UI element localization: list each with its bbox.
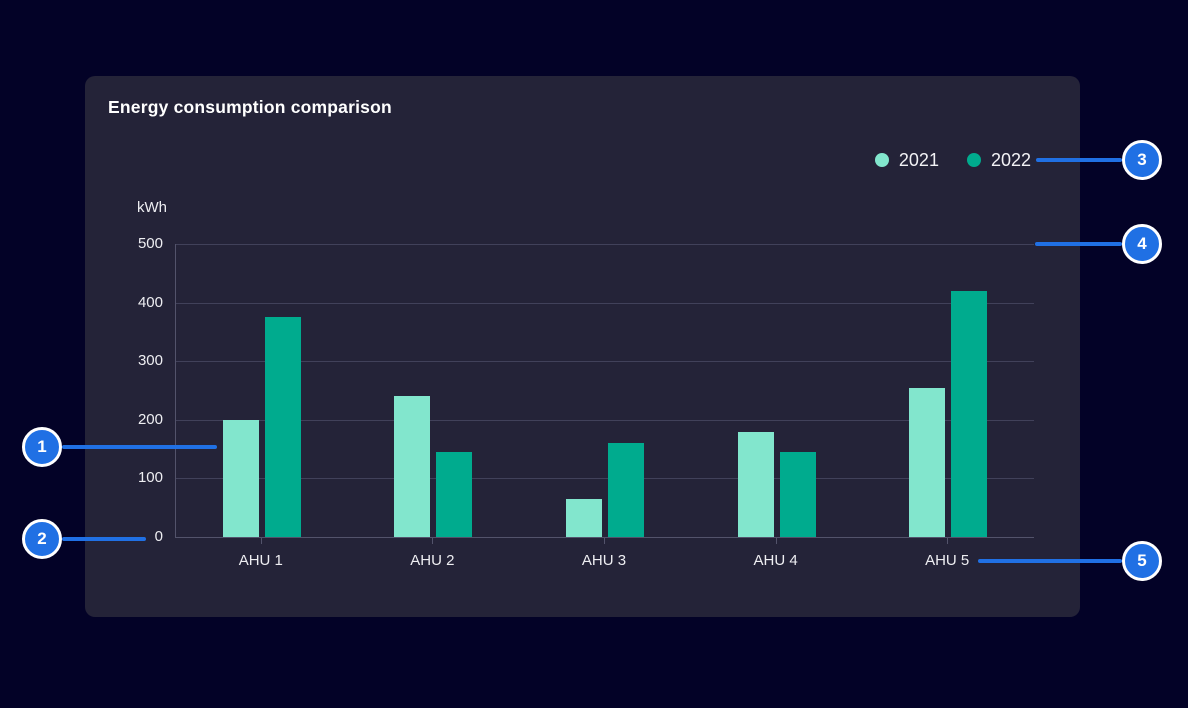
bar-2021-ahu-2[interactable] <box>394 396 431 537</box>
y-axis-tick-label: 200 <box>137 410 163 428</box>
x-axis-label-ahu-3: AHU 3 <box>581 552 627 569</box>
gridline-300 <box>176 361 1034 363</box>
bar-2022-ahu-2[interactable] <box>436 452 473 537</box>
y-axis-unit-label: kWh <box>137 199 167 216</box>
callout-badge-2: 2 <box>22 519 62 559</box>
gridline-100 <box>176 478 1034 480</box>
y-axis-tick-label: 0 <box>154 528 163 545</box>
y-axis-tick-label: 400 <box>137 293 163 311</box>
bar-2022-ahu-5[interactable] <box>951 290 988 537</box>
bar-2022-ahu-1[interactable] <box>264 317 301 537</box>
x-axis-tick <box>432 538 434 544</box>
legend-item-2022[interactable]: 2022 <box>966 149 1031 171</box>
callout-badge-1: 1 <box>22 427 62 467</box>
legend-dot-2021-icon <box>874 153 889 167</box>
y-axis-tick-label: 300 <box>137 352 163 370</box>
x-axis-tick <box>775 538 777 544</box>
bar-2021-ahu-5[interactable] <box>909 387 946 537</box>
plot-area <box>175 244 1034 538</box>
legend-dot-2022-icon <box>966 153 981 167</box>
callout-badge-3: 3 <box>1122 140 1162 180</box>
chart-card: Energy consumption comparison 2021 2022 k… <box>85 76 1080 617</box>
callout-line-5 <box>978 559 1122 563</box>
chart-legend: 2021 2022 <box>874 148 1031 172</box>
x-axis-tick <box>604 538 605 544</box>
x-axis-label-ahu-4: AHU 4 <box>753 552 798 569</box>
callout-badge-5: 5 <box>1122 541 1162 581</box>
callout-line-3 <box>1036 158 1122 162</box>
bar-2021-ahu-3[interactable] <box>566 498 602 537</box>
chart-title: Energy consumption comparison <box>108 97 392 117</box>
x-axis-label-ahu-2: AHU 2 <box>410 552 455 569</box>
bar-2021-ahu-4[interactable] <box>737 431 774 537</box>
x-axis-tick <box>947 538 949 544</box>
legend-item-2021[interactable]: 2021 <box>874 149 939 171</box>
bar-2021-ahu-1[interactable] <box>222 419 259 537</box>
bar-2022-ahu-4[interactable] <box>779 452 816 537</box>
gridline-200 <box>176 419 1034 421</box>
legend-label: 2021 <box>898 149 939 170</box>
bar-2022-ahu-3[interactable] <box>608 443 644 537</box>
x-axis-label-ahu-5: AHU 5 <box>925 552 970 569</box>
gridline-400 <box>176 302 1034 304</box>
callout-badge-4: 4 <box>1122 224 1162 264</box>
x-axis-tick <box>260 538 262 544</box>
y-axis-tick-label: 100 <box>137 469 163 487</box>
callout-line-2 <box>62 537 146 541</box>
x-axis-label-ahu-1: AHU 1 <box>238 552 283 569</box>
legend-label: 2022 <box>990 149 1031 170</box>
y-axis-tick-label: 500 <box>137 235 163 252</box>
callout-line-1 <box>62 445 217 449</box>
callout-line-4 <box>1035 242 1122 246</box>
gridline-500 <box>176 244 1034 245</box>
